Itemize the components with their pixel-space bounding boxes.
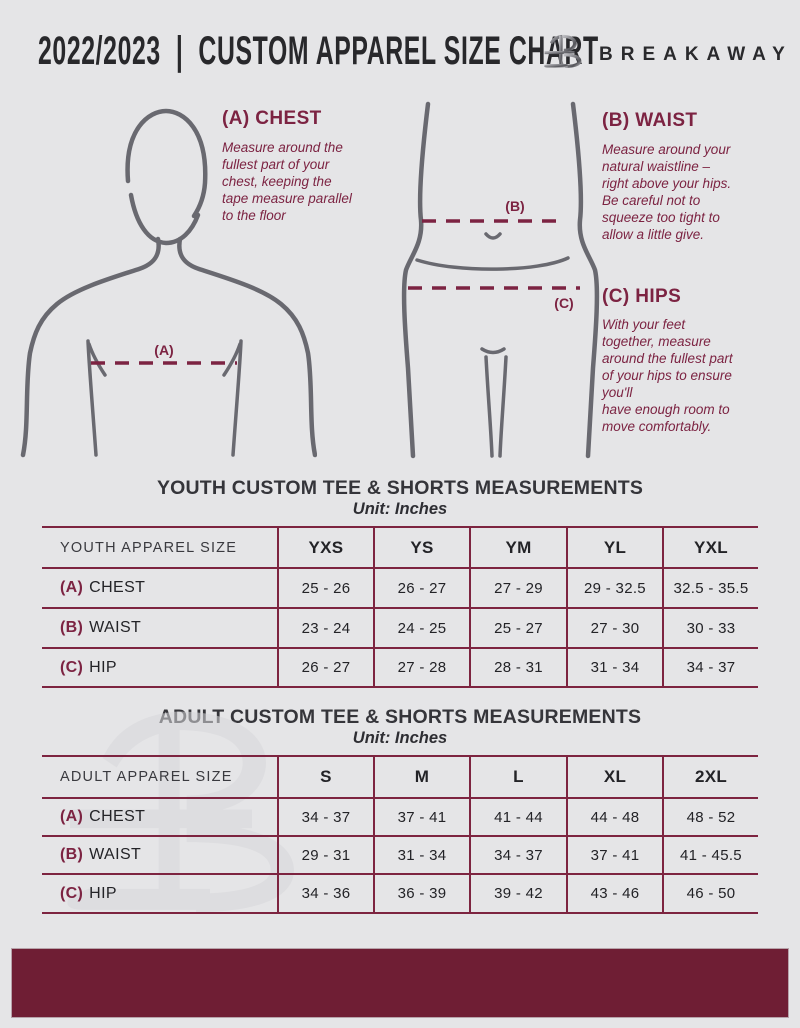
page-title: 2022/2023 | CUSTOM APPAREL SIZE CHART [38, 29, 599, 73]
table-cell: 31 - 34 [373, 835, 469, 873]
youth-table-title: YOUTH CUSTOM TEE & SHORTS MEASUREMENTS [156, 477, 644, 499]
table-cell: 27 - 30 [566, 607, 662, 647]
waist-marker-label: (B) [505, 198, 524, 214]
table-cell: 37 - 41 [566, 835, 662, 873]
lower-body-figure: (B) (C) [401, 101, 600, 459]
table-cell: 27 - 28 [373, 647, 469, 686]
adult-col-s: S [277, 757, 373, 797]
chest-instructions: Measure around the fullest part of your … [222, 140, 352, 223]
adult-table-title: ADULT CUSTOM TEE & SHORTS MEASUREMENTS [158, 706, 642, 728]
youth-row-hip-label: (C) HIP [42, 647, 277, 686]
adult-col-xl: XL [566, 757, 662, 797]
youth-col-ys: YS [373, 528, 469, 567]
youth-col-yl: YL [566, 528, 662, 567]
adult-col-m: M [373, 757, 469, 797]
adult-size-table: ADULT APPAREL SIZE S M L XL 2XL (A) CHEST… [42, 755, 758, 914]
table-cell: 31 - 34 [566, 647, 662, 686]
table-cell: 39 - 42 [469, 873, 566, 912]
table-cell: 37 - 41 [373, 797, 469, 835]
hips-instructions: With your feet together, measure around … [602, 317, 733, 434]
table-cell: 30 - 33 [662, 607, 758, 647]
table-cell: 26 - 27 [277, 647, 373, 686]
adult-col-l: L [469, 757, 566, 797]
table-cell: 29 - 31 [277, 835, 373, 873]
table-cell: 23 - 24 [277, 607, 373, 647]
breakaway-watermark-icon [67, 711, 294, 913]
adult-table-unit: Unit: Inches [352, 729, 448, 747]
waist-heading: (B) WAIST [602, 110, 698, 131]
table-cell: 25 - 27 [469, 607, 566, 647]
table-cell: 34 - 36 [277, 873, 373, 912]
table-cell: 43 - 46 [566, 873, 662, 912]
youth-row-chest-label: (A) CHEST [42, 567, 277, 607]
breakaway-logo-icon [544, 34, 582, 68]
adult-col-2xl: 2XL [662, 757, 758, 797]
chest-heading: (A) CHEST [222, 108, 322, 129]
youth-col-yxs: YXS [277, 528, 373, 567]
adult-row-chest-label: (A) CHEST [42, 797, 277, 835]
footer-accent-bar [11, 948, 789, 1018]
youth-col-yxl: YXL [662, 528, 758, 567]
table-cell: 24 - 25 [373, 607, 469, 647]
youth-table-unit: Unit: Inches [352, 500, 448, 518]
table-cell: 29 - 32.5 [566, 567, 662, 607]
table-cell: 34 - 37 [469, 835, 566, 873]
table-cell: 48 - 52 [662, 797, 758, 835]
table-cell: 34 - 37 [277, 797, 373, 835]
table-cell: 27 - 29 [469, 567, 566, 607]
waist-instructions: Measure around your natural waistline – … [602, 142, 732, 242]
youth-size-label: YOUTH APPAREL SIZE [60, 539, 238, 556]
brand-name: BREAKAWAY [599, 44, 793, 65]
youth-col-ym: YM [469, 528, 566, 567]
table-cell: 32.5 - 35.5 [662, 567, 758, 607]
table-cell: 26 - 27 [373, 567, 469, 607]
table-cell: 41 - 45.5 [662, 835, 758, 873]
youth-size-table: YOUTH APPAREL SIZE YXS YS YM YL YXL (A) C… [42, 526, 758, 688]
table-cell: 46 - 50 [662, 873, 758, 912]
adult-row-hip-label: (C) HIP [42, 873, 277, 912]
table-cell: 36 - 39 [373, 873, 469, 912]
chest-marker-label: (A) [154, 342, 173, 358]
adult-row-waist-label: (B) WAIST [42, 835, 277, 873]
table-cell: 34 - 37 [662, 647, 758, 686]
table-cell: 41 - 44 [469, 797, 566, 835]
table-cell: 25 - 26 [277, 567, 373, 607]
youth-row-waist-label: (B) WAIST [42, 607, 277, 647]
upper-body-figure: (A) [20, 108, 317, 458]
hips-heading: (C) HIPS [602, 286, 682, 307]
table-cell: 28 - 31 [469, 647, 566, 686]
table-cell: 44 - 48 [566, 797, 662, 835]
hips-marker-label: (C) [554, 295, 573, 311]
adult-size-label: ADULT APPAREL SIZE [60, 769, 233, 785]
